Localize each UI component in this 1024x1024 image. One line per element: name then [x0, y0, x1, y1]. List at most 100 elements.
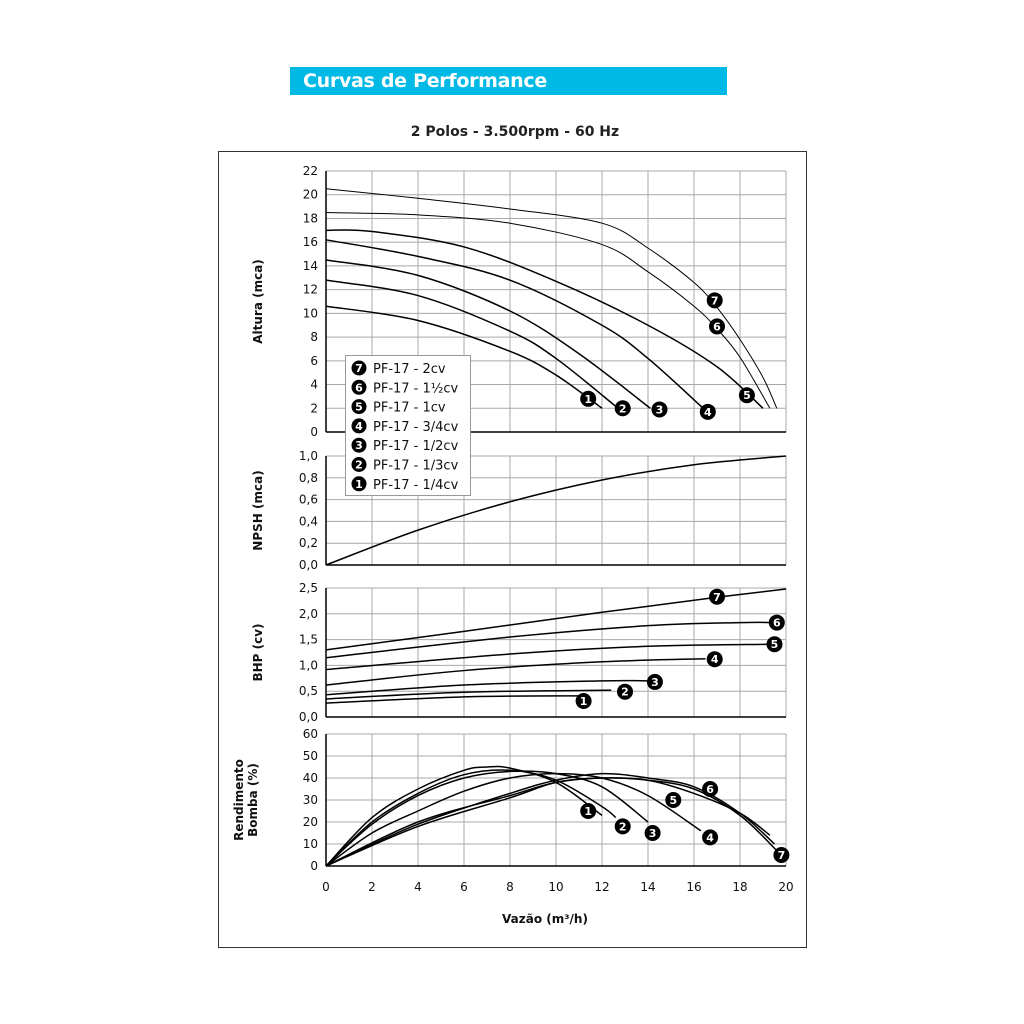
x-tick-label: 0 [322, 880, 330, 894]
series-marker-label: 1 [584, 393, 592, 406]
y-tick-label: 1,5 [299, 633, 318, 647]
legend-marker-1 [351, 476, 367, 492]
x-tick-label: 10 [548, 880, 563, 894]
y-axis-label: BHP (cv) [251, 623, 265, 681]
series-marker-label: 4 [706, 831, 714, 844]
series-marker-label: 6 [706, 783, 714, 796]
y-tick-label: 50 [303, 749, 318, 763]
series-marker-4 [699, 403, 716, 420]
series-marker-2 [617, 683, 633, 700]
series-curve-6 [325, 772, 775, 867]
series-marker-label: 4 [704, 406, 712, 419]
series-marker-4 [706, 651, 723, 668]
legend-entry-label: PF-17 - 1/3cv [373, 459, 459, 474]
y-tick-label: 16 [303, 235, 318, 249]
legend-marker-3 [351, 437, 367, 453]
x-tick-label: 4 [414, 880, 422, 894]
series-curve-4 [325, 772, 702, 867]
x-tick-label: 14 [640, 880, 655, 894]
series-marker-label: 7 [778, 849, 786, 862]
series-marker-6 [709, 318, 725, 335]
series-curve-7 [325, 188, 778, 409]
series-curve-7 [325, 777, 778, 867]
x-tick-label: 18 [732, 880, 747, 894]
y-tick-label: 0 [310, 425, 318, 439]
series-curve-npsh [325, 455, 787, 566]
series-curve-1 [325, 305, 603, 409]
legend-marker-label: 1 [355, 478, 363, 491]
y-tick-label: 1,0 [299, 449, 318, 463]
series-marker-6 [768, 614, 785, 631]
series-marker-3 [644, 825, 661, 841]
series-marker-label: 5 [669, 794, 677, 807]
legend-entry-label: PF-17 - 1½cv [373, 381, 459, 396]
y-tick-label: 2,0 [299, 607, 318, 621]
series-marker-7 [773, 847, 790, 863]
y-tick-label: 0,4 [299, 514, 318, 528]
series-marker-1 [580, 803, 597, 819]
series-marker-label: 2 [619, 402, 627, 415]
series-curve-2 [325, 769, 617, 867]
legend-marker-6 [351, 379, 367, 395]
y-tick-label: 60 [303, 727, 318, 741]
y-tick-label: 0,8 [299, 471, 318, 485]
series-curve-2 [325, 279, 619, 409]
series-marker-5 [766, 636, 783, 653]
y-tick-label: 0,0 [299, 558, 318, 572]
y-tick-label: 0,2 [299, 536, 318, 550]
series-marker-5 [738, 387, 755, 404]
x-tick-label: 2 [368, 880, 376, 894]
series-marker-1 [580, 390, 597, 407]
section-header-bar: Curvas de Performance [290, 67, 727, 95]
y-tick-label: 0 [310, 859, 318, 873]
y-tick-label: 0,5 [299, 684, 318, 698]
series-marker-label: 6 [773, 617, 781, 630]
y-axis-label: Bomba (%) [246, 763, 260, 837]
y-tick-label: 10 [303, 837, 318, 851]
series-marker-1 [575, 693, 592, 710]
chart-frame [218, 151, 807, 948]
series-curve-7 [325, 588, 787, 651]
legend-marker-label: 4 [355, 420, 363, 433]
series-marker-5 [665, 792, 682, 808]
series-curve-2 [325, 689, 612, 700]
legend-entry-label: PF-17 - 2cv [373, 362, 446, 377]
y-tick-label: 6 [310, 354, 318, 368]
y-tick-label: 10 [303, 306, 318, 320]
y-tick-label: 0,0 [299, 710, 318, 724]
series-marker-7 [709, 588, 725, 605]
y-tick-label: 1,0 [299, 658, 318, 672]
series-marker-label: 2 [619, 820, 627, 833]
series-curve-1 [325, 695, 580, 704]
series-curve-6 [325, 212, 771, 409]
y-tick-label: 30 [303, 793, 318, 807]
series-curve-1 [325, 765, 603, 867]
series-curve-3 [325, 679, 649, 696]
chart-title: 2 Polos - 3.500rpm - 60 Hz [410, 124, 620, 140]
series-curve-4 [325, 657, 706, 686]
x-tick-label: 20 [778, 880, 793, 894]
series-marker-2 [614, 400, 631, 417]
series-marker-label: 2 [621, 686, 629, 699]
x-tick-label: 16 [686, 880, 701, 894]
x-axis-label: Vazão (m³/h) [502, 912, 588, 926]
legend-marker-label: 5 [355, 401, 363, 414]
x-tick-label: 8 [506, 880, 514, 894]
section-title: Curvas de Performance [303, 70, 547, 92]
legend-marker-label: 2 [355, 459, 363, 472]
series-marker-3 [646, 673, 663, 690]
legend-marker-label: 3 [355, 439, 363, 452]
legend-marker-7 [351, 360, 367, 376]
series-marker-label: 5 [771, 638, 779, 651]
x-tick-label: 6 [460, 880, 468, 894]
series-curve-3 [325, 259, 651, 409]
y-tick-label: 22 [303, 164, 318, 178]
series-marker-label: 1 [580, 695, 588, 708]
y-axis-label: Rendimento [232, 759, 246, 841]
y-tick-label: 2,5 [299, 581, 318, 595]
y-tick-label: 0,6 [299, 493, 318, 507]
legend-entry-label: PF-17 - 3/4cv [373, 420, 459, 435]
series-marker-3 [651, 401, 668, 418]
series-marker-label: 3 [651, 676, 659, 689]
